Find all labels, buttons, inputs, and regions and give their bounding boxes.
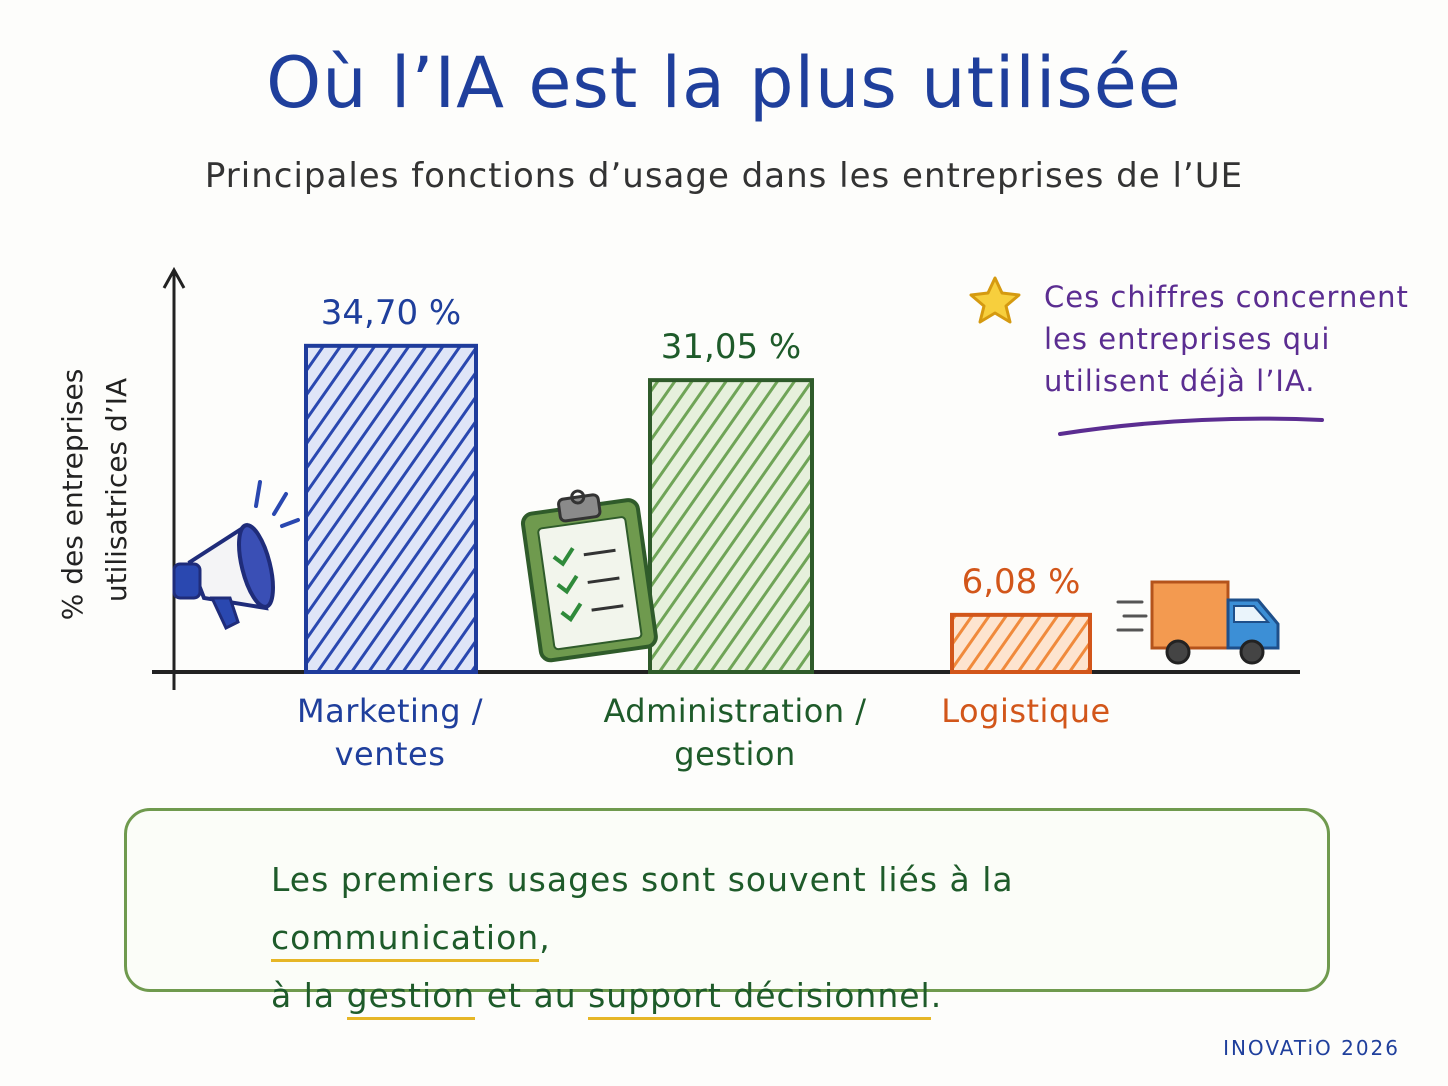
takeaway-highlight-support: support décisionnel (588, 976, 931, 1020)
takeaway-text-part: . (930, 976, 943, 1015)
note-line-2: les entreprises qui (1044, 322, 1331, 356)
note-underline (1058, 416, 1324, 436)
category-label-line: Administration / (603, 692, 867, 730)
page-title: Où l’IA est la plus utilisée (266, 42, 1182, 124)
y-axis-label: % des entreprises utilisatrices d’IA (56, 360, 133, 620)
bar-logistique (950, 612, 1092, 675)
y-axis-label-line-2: utilisatrices d’IA (100, 378, 133, 602)
truck-icon (1116, 580, 1280, 665)
data-label-marketing: 34,70 % (321, 293, 461, 333)
megaphone-icon (172, 480, 300, 631)
takeaway-highlight-communication: communication (271, 918, 540, 962)
data-label-administration: 31,05 % (661, 327, 801, 367)
star-icon (969, 276, 1021, 324)
category-label-line: ventes (334, 735, 446, 773)
takeaway-text: Les premiers usages sont souvent liés à … (271, 851, 1231, 1025)
category-label-administration: Administration / gestion (565, 690, 905, 776)
bar-marketing (304, 343, 478, 674)
takeaway-text-part: à la (271, 976, 347, 1015)
takeaway-text-part: et au (475, 976, 589, 1015)
takeaway-text-part: Les premiers usages sont souvent liés à … (271, 860, 1014, 899)
takeaway-text-part: , (539, 918, 551, 957)
note-line-1: Ces chiffres concernent (1044, 280, 1409, 314)
y-axis (162, 266, 186, 690)
takeaway-highlight-gestion: gestion (346, 976, 476, 1020)
data-label-logistique: 6,08 % (962, 562, 1081, 602)
category-label-marketing: Marketing / ventes (220, 690, 560, 776)
category-label-line: Marketing / (297, 692, 483, 730)
category-label-logistique: Logistique (856, 690, 1196, 733)
note-line-3: utilisent déjà l’IA. (1044, 364, 1316, 398)
takeaway-callout: Les premiers usages sont souvent liés à … (124, 808, 1330, 1020)
footer-credit: INOVATiO 2026 (1223, 1036, 1400, 1060)
page-subtitle: Principales fonctions d’usage dans les e… (204, 156, 1244, 196)
clipboard-icon (520, 489, 658, 663)
y-axis-label-line-1: % des entreprises (56, 369, 89, 621)
bar-administration (648, 378, 814, 674)
category-label-line: gestion (674, 735, 796, 773)
note-text: Ces chiffres concernent les entreprises … (1044, 276, 1409, 402)
category-label-line: Logistique (941, 692, 1111, 730)
